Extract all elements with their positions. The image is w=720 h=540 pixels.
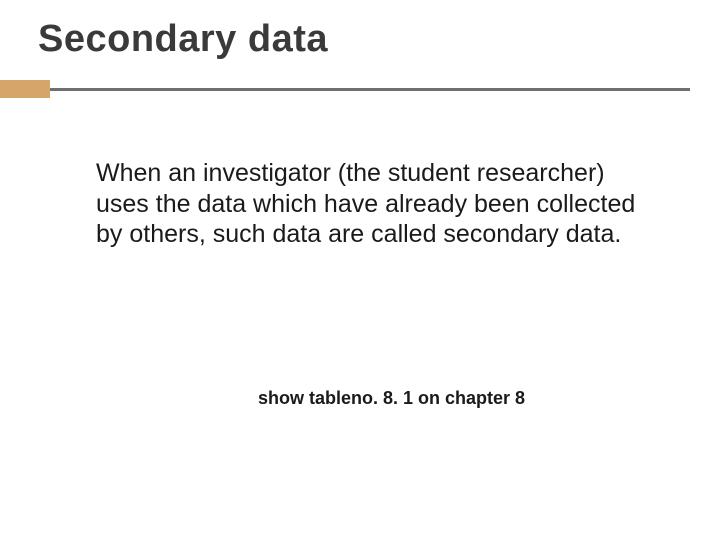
slide: Secondary data When an investigator (the… xyxy=(0,0,720,540)
rule-line xyxy=(50,88,690,91)
slide-caption: show tableno. 8. 1 on chapter 8 xyxy=(258,388,525,409)
slide-title: Secondary data xyxy=(38,18,328,61)
rule-accent xyxy=(0,80,50,98)
slide-body: When an investigator (the student resear… xyxy=(96,158,646,250)
title-rule xyxy=(0,80,720,98)
